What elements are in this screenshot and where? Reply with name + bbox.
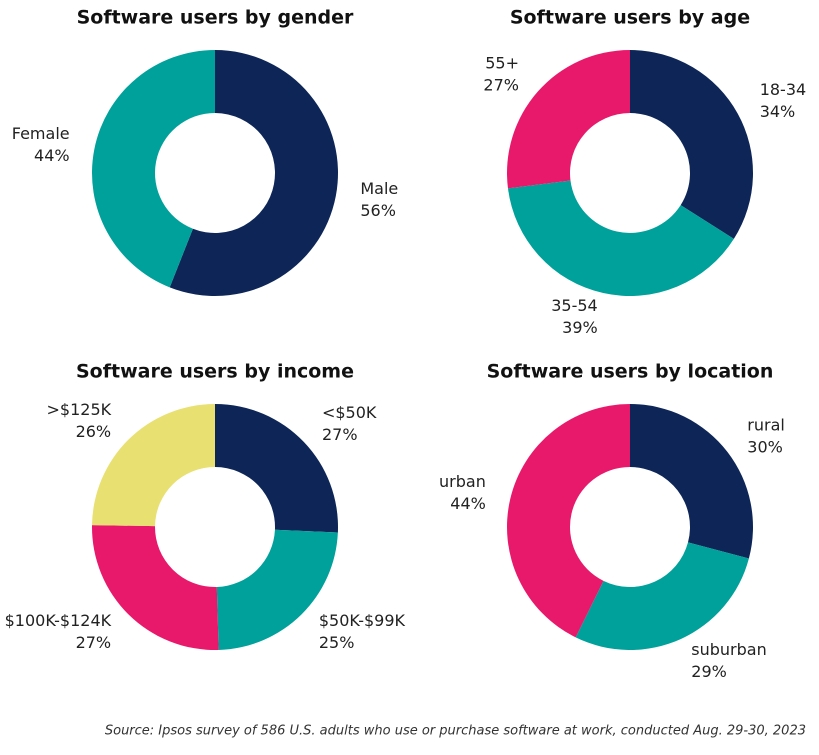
slice-label: >$125K <box>47 400 112 419</box>
slice-label: <$50K <box>322 403 377 422</box>
donut-slice <box>630 50 753 239</box>
slice-value-label: 27% <box>76 633 112 652</box>
slice-value-label: 44% <box>450 494 486 513</box>
donut-slice <box>575 542 749 651</box>
chart-title: Software users by income <box>76 361 354 383</box>
slice-value-label: 27% <box>483 76 519 95</box>
donut-slice <box>216 529 338 650</box>
donut-slice <box>169 50 338 296</box>
slice-label: 18-34 <box>760 80 807 99</box>
chart-title: Software users by gender <box>77 7 354 29</box>
chart-title: Software users by age <box>510 7 750 29</box>
slice-value-label: 56% <box>360 201 396 220</box>
donut-slice <box>506 50 630 189</box>
slice-value-label: 29% <box>691 662 727 681</box>
donut-slice <box>215 404 338 533</box>
donut-slice <box>507 180 734 297</box>
slice-label: 35-54 <box>551 296 598 315</box>
slice-label: $50K-$99K <box>319 611 406 630</box>
chart-title: Software users by location <box>487 361 774 383</box>
slice-value-label: 26% <box>76 422 112 441</box>
donut-slice <box>92 404 215 527</box>
donut-slice <box>92 525 219 650</box>
slice-label: $100K-$124K <box>5 611 112 630</box>
donut-slice <box>91 50 215 288</box>
slice-label: 55+ <box>485 54 519 73</box>
slice-label: rural <box>747 415 785 434</box>
slice-value-label: 27% <box>322 425 358 444</box>
slice-value-label: 25% <box>319 633 355 652</box>
slice-label: Male <box>360 179 398 198</box>
slice-value-label: 39% <box>562 318 598 337</box>
slice-label: suburban <box>691 640 766 659</box>
slice-label: urban <box>439 472 486 491</box>
slice-value-label: 30% <box>747 437 783 456</box>
slice-value-label: 44% <box>34 146 70 165</box>
slice-label: Female <box>12 124 70 143</box>
donut-slice <box>506 403 630 638</box>
donut-slice <box>630 404 753 559</box>
slice-value-label: 34% <box>760 102 796 121</box>
source-note: Source: Ipsos survey of 586 U.S. adults … <box>105 724 806 739</box>
